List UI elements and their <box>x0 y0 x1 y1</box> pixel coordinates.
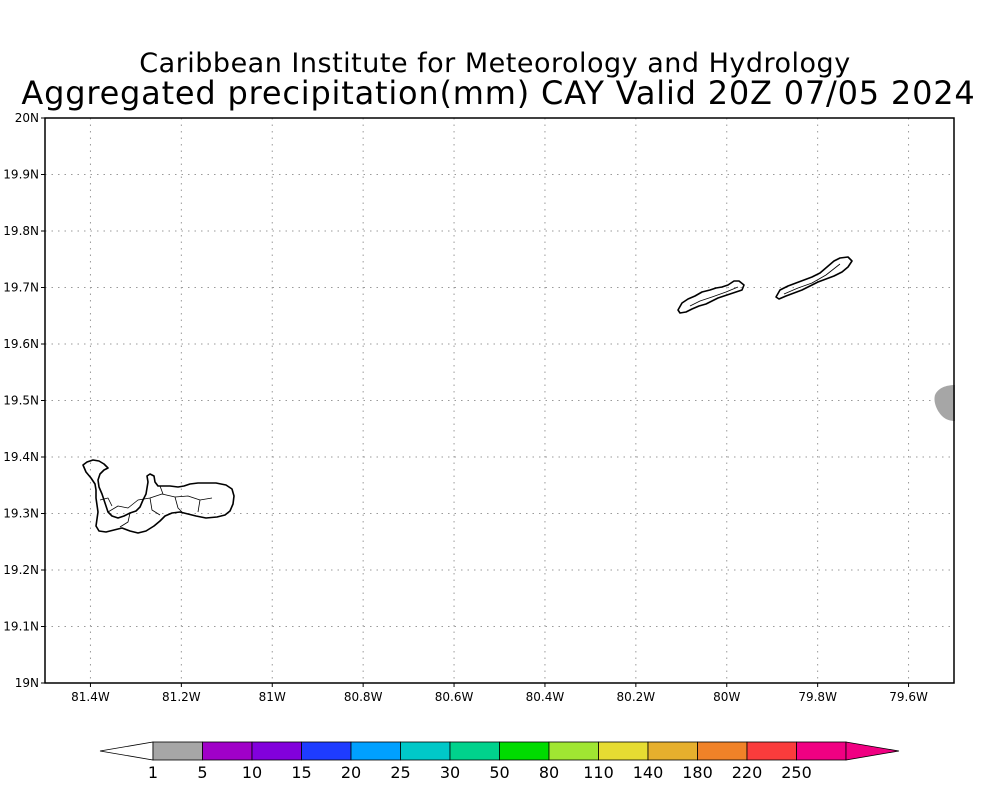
colorbar-level-label: 180 <box>682 763 713 782</box>
colorbar-swatch <box>796 741 847 761</box>
graticule-grid <box>41 117 954 687</box>
colorbar-swatch <box>152 741 203 761</box>
colorbar-swatch <box>548 741 599 761</box>
lon-tick-label: 81.4W <box>71 690 110 704</box>
island-grand-cayman <box>82 459 235 534</box>
colorbar-swatch <box>746 741 797 761</box>
colorbar: 1 5 10 15 20 25 30 50 80 110 140 180 220 250 <box>99 741 900 782</box>
colorbar-swatch <box>647 741 698 761</box>
colorbar-level-label: 250 <box>781 763 812 782</box>
lon-tick-label: 80.6W <box>435 690 474 704</box>
colorbar-level-label: 50 <box>489 763 509 782</box>
colorbar-level-label: 20 <box>341 763 361 782</box>
longitude-labels: 81.4W 81.2W 81W 80.8W 80.6W 80.4W 80.2W 80W 79.8… <box>71 690 928 704</box>
lon-tick-label: 80.8W <box>344 690 383 704</box>
colorbar-swatch <box>499 741 550 761</box>
colorbar-level-label: 25 <box>390 763 410 782</box>
colorbar-level-label: 1 <box>148 763 158 782</box>
colorbar-swatch <box>449 741 500 761</box>
island-little-cayman <box>677 280 745 314</box>
lon-tick-label: 80W <box>713 690 740 704</box>
lat-tick-label: 19.8N <box>3 224 39 238</box>
colorbar-swatch <box>697 741 748 761</box>
lon-tick-label: 80.4W <box>526 690 565 704</box>
colorbar-over-arrow <box>845 741 900 761</box>
colorbar-level-label: 220 <box>732 763 763 782</box>
colorbar-swatch <box>251 741 302 761</box>
lon-tick-label: 79.6W <box>889 690 928 704</box>
lat-tick-label: 20N <box>15 111 39 125</box>
lon-tick-label: 81.2W <box>162 690 201 704</box>
colorbar-swatch <box>400 741 451 761</box>
lat-tick-label: 19.4N <box>3 450 39 464</box>
colorbar-level-label: 5 <box>197 763 207 782</box>
colorbar-level-label: 10 <box>242 763 262 782</box>
lat-tick-label: 19.9N <box>3 168 39 182</box>
lat-tick-label: 19N <box>15 676 39 690</box>
chart-title-product: Aggregated precipitation(mm) CAY Valid 2… <box>21 74 976 112</box>
lon-tick-label: 79.8W <box>798 690 837 704</box>
island-cayman-brac <box>775 256 853 300</box>
colorbar-level-label: 30 <box>440 763 460 782</box>
lat-tick-label: 19.3N <box>3 507 39 521</box>
colorbar-level-label: 80 <box>539 763 559 782</box>
colorbar-swatch <box>301 741 352 761</box>
colorbar-swatch <box>598 741 649 761</box>
colorbar-level-label: 15 <box>291 763 311 782</box>
lon-tick-label: 81W <box>259 690 286 704</box>
lon-tick-label: 80.2W <box>617 690 656 704</box>
chart-title-institute: Caribbean Institute for Meteorology and … <box>139 48 851 79</box>
precip-area-1-5mm <box>934 385 955 421</box>
colorbar-level-label: 140 <box>633 763 664 782</box>
colorbar-level-label: 110 <box>583 763 614 782</box>
colorbar-swatch <box>350 741 401 761</box>
lat-tick-label: 19.6N <box>3 337 39 351</box>
lat-tick-label: 19.7N <box>3 281 39 295</box>
map-frame <box>44 117 955 684</box>
lat-tick-label: 19.1N <box>3 620 39 634</box>
colorbar-swatch <box>202 741 253 761</box>
colorbar-under-arrow <box>99 741 154 761</box>
lat-tick-label: 19.2N <box>3 563 39 577</box>
lat-tick-label: 19.5N <box>3 394 39 408</box>
latitude-labels: 20N 19.9N 19.8N 19.7N 19.6N 19.5N 19.4N 19.3N 19… <box>3 111 39 690</box>
